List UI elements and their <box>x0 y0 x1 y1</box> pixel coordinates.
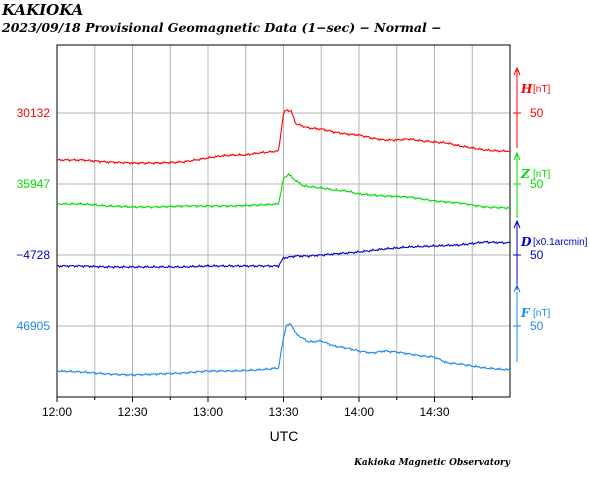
x-tick-label: 14:00 <box>344 405 374 419</box>
observatory-credit: Kakioka Magnetic Observatory <box>353 458 511 468</box>
component-unit-f: [nT] <box>533 308 550 319</box>
scale-label-f: 50 <box>530 319 544 333</box>
arrow-up-icon <box>513 151 521 161</box>
arrow-up-icon <box>513 283 521 293</box>
series-line-f <box>56 322 511 377</box>
arrow-up-icon <box>513 219 521 229</box>
baseline-label-h: 30132 <box>17 106 51 120</box>
scale-label-z: 50 <box>530 177 544 191</box>
scale-label-h: 50 <box>530 106 544 120</box>
plot-grid <box>56 44 511 398</box>
baseline-label-z: 35947 <box>17 177 51 191</box>
x-tick-label: 12:00 <box>42 405 72 419</box>
x-tick-label: 13:30 <box>268 405 298 419</box>
series-line-z <box>56 172 511 210</box>
component-name-h: H <box>520 82 533 96</box>
component-name-f: F <box>520 306 531 320</box>
series-lines <box>56 109 511 377</box>
component-unit-d: [x0.1arcmin] <box>533 237 588 248</box>
baseline-labels: 30132 35947 −4728 46905 <box>16 106 50 333</box>
right-scale-axis: 50H [nT]50Z [nT]50D [x0.1arcmin]50F [nT] <box>513 66 588 362</box>
component-name-d: D <box>520 235 532 249</box>
component-unit-h: [nT] <box>533 84 550 95</box>
x-tick-label: 14:30 <box>419 405 449 419</box>
arrow-up-icon <box>513 66 521 76</box>
x-tick-label: 12:30 <box>117 405 147 419</box>
chart-title: KAKIOKA <box>1 1 83 19</box>
baseline-label-f: 46905 <box>17 319 51 333</box>
component-unit-z: [nT] <box>533 169 550 180</box>
baseline-label-d: −4728 <box>16 248 50 262</box>
x-axis-label: UTC <box>270 428 299 444</box>
series-line-d <box>56 240 511 269</box>
series-line-h <box>56 109 511 165</box>
x-tick-label: 13:00 <box>193 405 223 419</box>
x-tick-labels: 12:00 12:30 13:00 13:30 14:00 14:30 <box>42 397 473 419</box>
chart-subtitle: 2023/09/18 Provisional Geomagnetic Data … <box>1 20 442 35</box>
scale-label-d: 50 <box>530 248 544 262</box>
component-name-z: Z <box>520 167 531 181</box>
